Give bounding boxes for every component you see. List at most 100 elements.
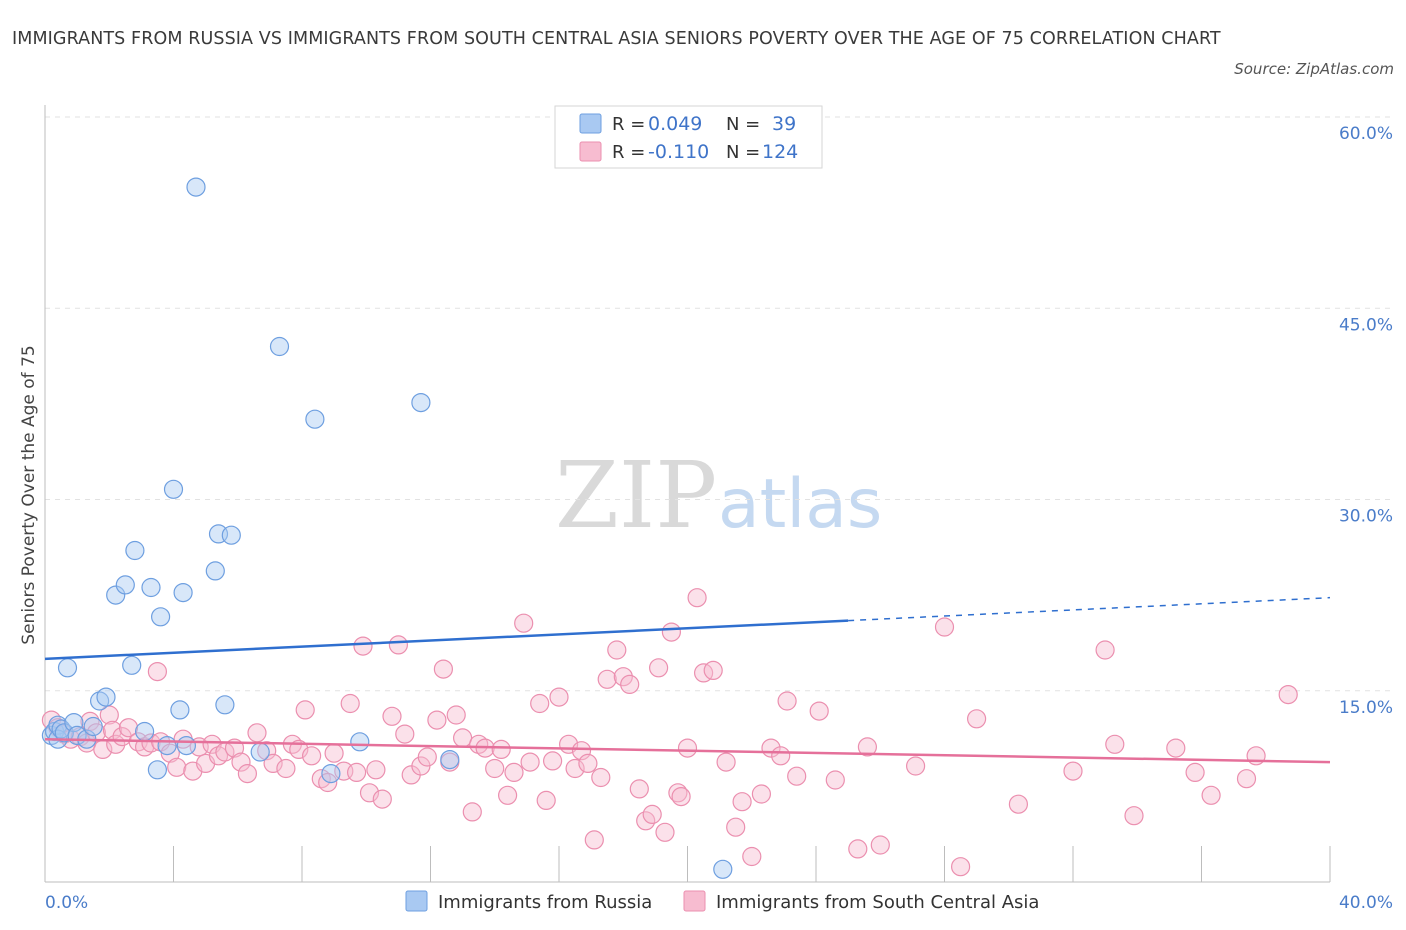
point-sca-64 — [491, 739, 511, 760]
stats-legend-n-label-sca: N = — [726, 142, 760, 163]
point-sca-63 — [485, 758, 505, 779]
stats-legend-n-label-russia: N = — [726, 114, 760, 135]
stats-legend-r-value-sca: -0.110 — [648, 141, 709, 163]
series-legend: Immigrants from Russia Immigrants from S… — [405, 890, 1039, 913]
point-russia-34 — [321, 763, 341, 784]
point-sca-30 — [237, 763, 257, 784]
point-sca-102 — [777, 691, 797, 711]
trend-line-russia-extension — [848, 596, 1331, 622]
point-sca-70 — [536, 790, 556, 811]
point-russia-17 — [135, 721, 155, 742]
x-tick-label-1: 40.0% — [1339, 893, 1393, 913]
stats-legend-r-value-russia: 0.049 — [648, 113, 702, 135]
point-sca-66 — [504, 762, 524, 783]
trend-line-sca — [44, 737, 1331, 764]
point-sca-114 — [1063, 761, 1083, 781]
point-sca-49 — [382, 706, 402, 726]
point-sca-59 — [453, 728, 473, 748]
point-sca-106 — [848, 839, 868, 859]
series-legend-swatch-russia — [405, 890, 428, 912]
point-sca-58 — [446, 705, 466, 725]
point-sca-45 — [353, 636, 373, 656]
point-sca-107 — [857, 737, 878, 757]
point-sca-47 — [366, 760, 386, 780]
trend-line-russia — [44, 619, 849, 661]
point-sca-54 — [417, 747, 437, 767]
point-sca-74 — [565, 758, 585, 779]
point-sca-43 — [340, 693, 360, 714]
point-russia-24 — [173, 582, 193, 603]
point-sca-113 — [1008, 794, 1029, 814]
data-points — [41, 177, 1298, 879]
point-russia-26 — [186, 177, 206, 197]
point-sca-72 — [549, 687, 569, 707]
point-sca-95 — [716, 752, 736, 772]
point-sca-79 — [597, 669, 617, 689]
point-sca-91 — [677, 738, 698, 758]
point-sca-51 — [395, 724, 415, 744]
point-sca-116 — [1105, 734, 1125, 754]
point-sca-115 — [1095, 640, 1115, 660]
point-sca-103 — [787, 766, 807, 786]
point-sca-104 — [809, 701, 829, 721]
point-sca-20 — [167, 757, 187, 777]
axes — [44, 105, 1331, 883]
point-sca-71 — [542, 751, 563, 771]
stats-legend-r-label-russia: R = — [612, 114, 645, 135]
stats-legend: R = 0.049 N = 39 R = -0.110 N = 124 — [554, 105, 823, 169]
point-russia-35 — [350, 732, 370, 752]
point-sca-118 — [1166, 738, 1186, 758]
chart-title: IMMIGRANTS FROM RUSSIA VS IMMIGRANTS FRO… — [12, 29, 1221, 49]
y-tick-label-1: 30.0% — [1339, 507, 1393, 527]
point-sca-82 — [620, 674, 640, 695]
tick-labels: 15.0% 30.0% 45.0% 60.0% 0.0% 40.0% — [45, 124, 1393, 913]
point-russia-21 — [157, 735, 177, 756]
gridlines — [45, 116, 1392, 692]
point-sca-89 — [668, 783, 688, 803]
point-russia-29 — [215, 695, 235, 715]
point-sca-105 — [825, 770, 845, 790]
point-russia-10 — [83, 716, 103, 737]
point-russia-30 — [221, 525, 241, 545]
point-sca-69 — [530, 693, 550, 714]
point-sca-108 — [870, 835, 890, 855]
point-russia-25 — [176, 735, 196, 756]
point-sca-31 — [247, 723, 267, 743]
source-credit: Source: ZipAtlas.com — [1234, 60, 1394, 78]
point-russia-37 — [440, 749, 460, 770]
point-sca-117 — [1124, 806, 1144, 826]
point-sca-60 — [462, 802, 482, 822]
point-sca-86 — [648, 658, 669, 678]
stats-legend-swatch-sca — [579, 141, 602, 162]
point-russia-36 — [411, 393, 431, 413]
point-sca-112 — [966, 709, 987, 729]
point-sca-123 — [1278, 684, 1298, 705]
watermark-zip: ZIP — [555, 442, 717, 549]
stats-legend-swatch-russia — [579, 113, 602, 134]
point-russia-23 — [170, 700, 190, 720]
point-sca-83 — [629, 779, 649, 799]
point-russia-19 — [147, 760, 167, 780]
y-tick-label-0: 15.0% — [1339, 698, 1393, 718]
point-sca-29 — [231, 752, 251, 772]
point-russia-15 — [122, 655, 142, 675]
point-russia-20 — [151, 607, 171, 627]
point-sca-111 — [950, 857, 971, 877]
series-legend-swatch-sca — [683, 890, 706, 912]
point-russia-16 — [125, 540, 145, 561]
y-tick-label-2: 45.0% — [1339, 315, 1393, 335]
point-sca-120 — [1201, 785, 1221, 805]
point-sca-98 — [742, 846, 762, 867]
point-sca-48 — [372, 789, 392, 809]
point-sca-97 — [732, 792, 752, 812]
point-sca-77 — [584, 830, 604, 850]
point-sca-101 — [771, 746, 791, 766]
series-legend-label-russia: Immigrants from Russia — [438, 892, 652, 913]
x-tick-label-0: 0.0% — [45, 893, 88, 913]
point-sca-16 — [141, 733, 161, 753]
point-sca-33 — [263, 753, 283, 774]
point-russia-12 — [96, 687, 116, 707]
point-sca-65 — [498, 785, 518, 805]
point-sca-110 — [934, 617, 955, 637]
stats-legend-n-value-russia: 39 — [772, 113, 796, 135]
